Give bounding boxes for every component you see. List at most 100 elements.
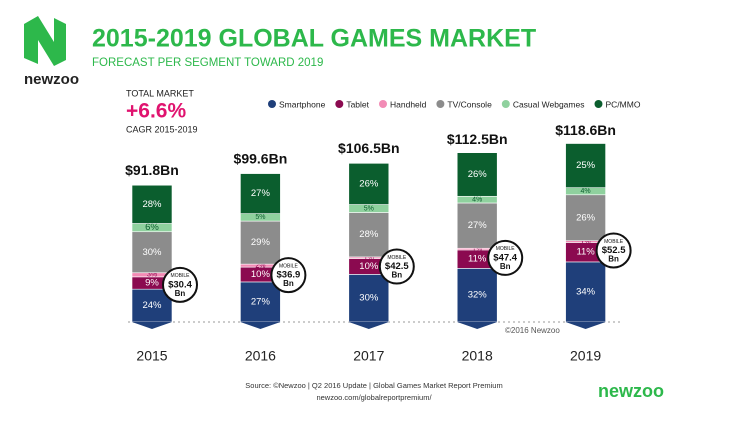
- segment-label: 32%: [468, 290, 488, 301]
- mobile-callout: [270, 257, 307, 294]
- bar-segment: [240, 220, 281, 265]
- mobile-unit: Bn: [500, 262, 511, 271]
- legend-label: Casual Webgames: [513, 99, 585, 109]
- x-tick-label: 2018: [462, 348, 493, 364]
- mobile-unit: Bn: [283, 279, 294, 288]
- legend-swatch: [335, 100, 344, 108]
- mobile-unit: Bn: [391, 271, 402, 280]
- segment-label: 1%: [472, 246, 482, 253]
- segment-label: 4%: [472, 196, 482, 203]
- chart-subtitle: FORECAST PER SEGMENT TOWARD 2019: [92, 57, 323, 69]
- segment-label: 30%: [359, 293, 379, 304]
- mobile-label: MOBILE: [496, 246, 516, 252]
- bar-segment: [240, 281, 281, 323]
- mobile-unit: Bn: [608, 255, 619, 264]
- segment-label: 3%: [147, 272, 157, 279]
- legend-swatch: [436, 100, 445, 108]
- bar-segment: [348, 274, 390, 323]
- segment-label: 27%: [468, 220, 488, 231]
- segment-label: 34%: [576, 286, 596, 297]
- segment-label: 28%: [142, 199, 162, 210]
- segment-label: 27%: [251, 188, 271, 199]
- segment-label: 26%: [468, 169, 488, 180]
- total-label: $91.8Bn: [125, 162, 179, 178]
- segment-label: 30%: [142, 247, 162, 258]
- legend-swatch: [379, 100, 387, 108]
- bar-arrow: [457, 322, 498, 329]
- bar-segment: [131, 231, 173, 274]
- bar-segment: [348, 212, 390, 258]
- x-tick-label: 2016: [245, 348, 276, 364]
- segment-label: 25%: [576, 160, 596, 171]
- brand-logo: newzoo: [24, 71, 79, 88]
- mobile-label: MOBILE: [171, 273, 191, 279]
- segment-label: 6%: [145, 222, 159, 233]
- mobile-value: $30.4: [168, 279, 192, 290]
- bar-arrow: [565, 322, 606, 329]
- segment-label: 5%: [255, 214, 265, 221]
- x-tick-label: 2015: [136, 348, 167, 364]
- mobile-label: MOBILE: [279, 263, 299, 269]
- mobile-value: $52.5: [602, 245, 626, 256]
- segment-label: 5%: [364, 205, 374, 212]
- mobile-value: $47.4: [493, 252, 517, 263]
- logo-mark: [24, 16, 66, 66]
- mobile-value: $42.5: [385, 261, 409, 272]
- legend-label: Smartphone: [279, 99, 326, 109]
- mobile-label: MOBILE: [387, 255, 407, 261]
- segment-label: 9%: [145, 278, 159, 289]
- segment-label: 26%: [576, 212, 596, 223]
- total-label: $118.6Bn: [555, 122, 616, 138]
- mobile-callout: [487, 239, 524, 276]
- segment-label: 2%: [255, 262, 265, 269]
- total-label: $112.5Bn: [447, 131, 508, 147]
- summary-label: TOTAL MARKET: [126, 88, 194, 98]
- segment-label: 10%: [359, 261, 379, 272]
- segment-label: 27%: [251, 296, 271, 307]
- x-tick-label: 2017: [353, 348, 384, 364]
- segment-label: 24%: [142, 300, 162, 311]
- legend-label: TV/Console: [447, 99, 492, 109]
- x-tick-label: 2019: [570, 348, 601, 364]
- segment-label: 29%: [251, 237, 271, 248]
- legend-label: PC/MMO: [605, 99, 640, 109]
- bar-segment: [565, 143, 606, 188]
- segment-label: 11%: [468, 254, 487, 265]
- mobile-callout: [595, 232, 632, 269]
- bar-arrow: [132, 322, 172, 329]
- segment-label: 26%: [359, 178, 379, 189]
- bar-arrow: [240, 322, 281, 329]
- bar-segment: [456, 152, 498, 197]
- bar-arrow: [348, 322, 389, 329]
- chart-title: 2015-2019 GLOBAL GAMES MARKET: [92, 25, 536, 53]
- mobile-value: $36.9: [277, 270, 301, 281]
- source: Source: ©Newzoo | Q2 2016 Update | Globa…: [245, 381, 502, 390]
- bar-segment: [565, 261, 606, 323]
- total-label: $99.6Bn: [234, 150, 288, 166]
- segment-label: 10%: [251, 269, 271, 280]
- legend-label: Handheld: [390, 99, 427, 109]
- mobile-callout: [162, 266, 198, 303]
- summary-note: CAGR 2015-2019: [126, 124, 198, 134]
- legend-swatch: [501, 100, 510, 108]
- legend-swatch: [268, 100, 276, 108]
- segment-label: 4%: [581, 188, 591, 195]
- mobile-unit: Bn: [175, 289, 186, 298]
- brand-footer: newzoo: [598, 381, 664, 401]
- bar-segment: [131, 184, 173, 224]
- segment-label: 28%: [359, 229, 379, 240]
- copyright: ©2016 Newzoo: [505, 326, 560, 335]
- bar-segment: [565, 194, 606, 242]
- source-url: newzoo.com/globalreportpremium/: [316, 393, 432, 402]
- legend-swatch: [594, 100, 603, 108]
- bar-segment: [240, 173, 281, 214]
- mobile-callout: [378, 248, 415, 285]
- mobile-label: MOBILE: [604, 239, 624, 245]
- summary-value: +6.6%: [126, 100, 186, 123]
- segment-label: 1%: [581, 238, 591, 245]
- total-label: $106.5Bn: [338, 140, 399, 156]
- legend-label: Tablet: [346, 99, 369, 109]
- bar-segment: [348, 163, 390, 205]
- segment-label: 11%: [576, 247, 595, 258]
